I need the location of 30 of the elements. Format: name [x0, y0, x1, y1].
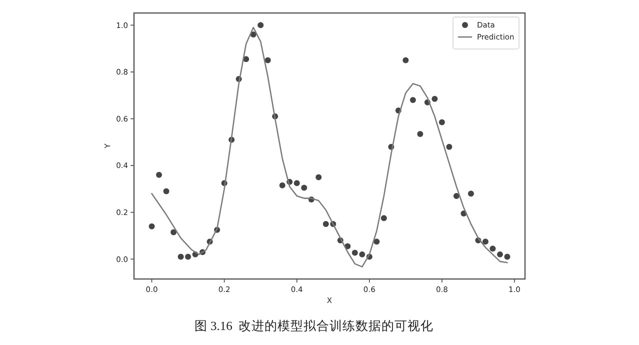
point [185, 254, 192, 260]
caption: 图 3.16 改进的模型拟合训练数据的可视化 [194, 319, 434, 333]
point [301, 184, 308, 191]
point [359, 251, 366, 258]
point [438, 119, 445, 126]
point [258, 22, 264, 28]
point [374, 238, 380, 245]
point [148, 223, 155, 230]
point [156, 172, 162, 178]
point [294, 180, 300, 186]
point [380, 215, 387, 222]
point [490, 246, 496, 252]
point [402, 57, 409, 64]
point [264, 57, 271, 64]
point [322, 221, 329, 228]
point [178, 254, 184, 260]
point [432, 96, 438, 102]
point [163, 188, 170, 194]
point [482, 238, 488, 245]
point [417, 130, 424, 137]
point [352, 250, 358, 256]
point [453, 192, 460, 199]
point [316, 174, 322, 180]
point [496, 251, 503, 258]
point [410, 97, 416, 104]
point [446, 144, 452, 150]
point [279, 182, 286, 188]
point [170, 229, 177, 236]
point [504, 254, 510, 260]
point [468, 190, 474, 197]
